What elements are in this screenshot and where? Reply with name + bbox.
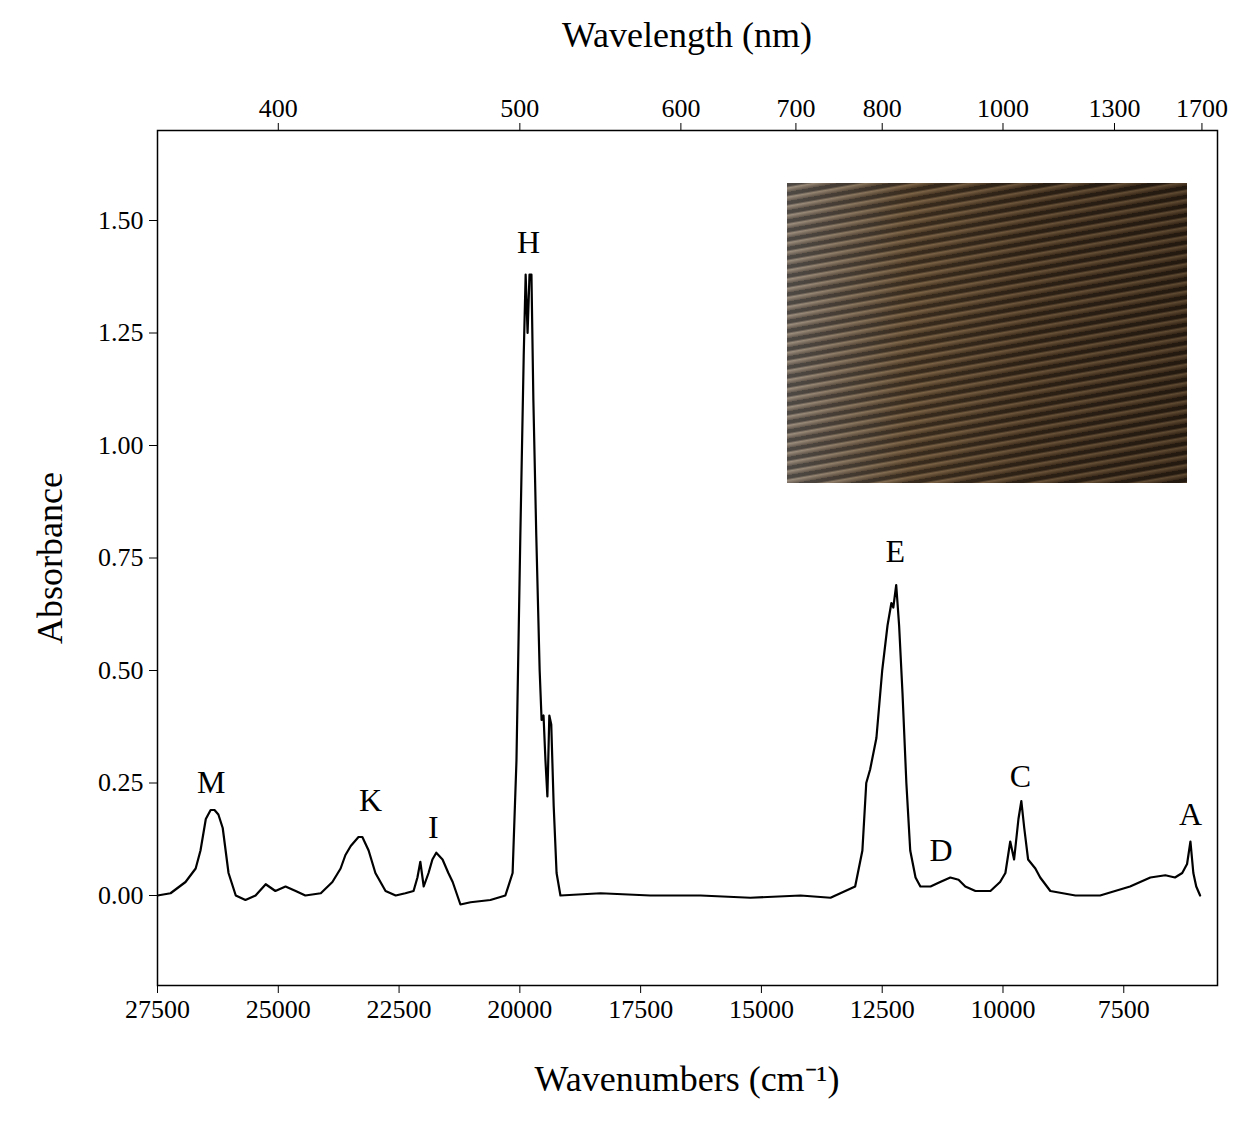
svg-text:C: C <box>1010 757 1031 793</box>
svg-text:1.00: 1.00 <box>98 431 144 460</box>
svg-text:800: 800 <box>863 94 902 123</box>
svg-text:1.50: 1.50 <box>98 206 144 235</box>
svg-text:20000: 20000 <box>487 995 552 1024</box>
svg-text:700: 700 <box>776 94 815 123</box>
svg-text:1000: 1000 <box>977 94 1029 123</box>
svg-text:1300: 1300 <box>1088 94 1140 123</box>
svg-text:0.75: 0.75 <box>98 543 144 572</box>
svg-text:22500: 22500 <box>367 995 432 1024</box>
svg-text:12500: 12500 <box>850 995 915 1024</box>
svg-text:15000: 15000 <box>729 995 794 1024</box>
svg-text:0.25: 0.25 <box>98 768 144 797</box>
svg-text:10000: 10000 <box>970 995 1035 1024</box>
svg-text:7500: 7500 <box>1098 995 1150 1024</box>
html-text:Absorbance: Absorbance <box>30 471 70 644</box>
svg-text:A: A <box>1179 796 1202 832</box>
svg-text:M: M <box>197 764 225 800</box>
html-text:Wavelength (nm): Wavelength (nm) <box>562 15 812 55</box>
svg-text:0.00: 0.00 <box>98 881 144 910</box>
svg-text:I: I <box>428 809 439 845</box>
svg-text:600: 600 <box>661 94 700 123</box>
html-text:Wavenumbers (cm⁻¹): Wavenumbers (cm⁻¹) <box>534 1059 840 1099</box>
svg-text:1.25: 1.25 <box>98 318 144 347</box>
svg-text:17500: 17500 <box>608 995 673 1024</box>
svg-text:500: 500 <box>500 94 539 123</box>
svg-text:25000: 25000 <box>246 995 311 1024</box>
svg-text:E: E <box>885 532 905 568</box>
svg-text:1700: 1700 <box>1176 94 1228 123</box>
svg-text:0.50: 0.50 <box>98 656 144 685</box>
svg-text:D: D <box>930 832 953 868</box>
svg-text:400: 400 <box>259 94 298 123</box>
svg-text:H: H <box>517 224 540 260</box>
svg-text:27500: 27500 <box>125 995 190 1024</box>
svg-text:K: K <box>359 782 382 818</box>
